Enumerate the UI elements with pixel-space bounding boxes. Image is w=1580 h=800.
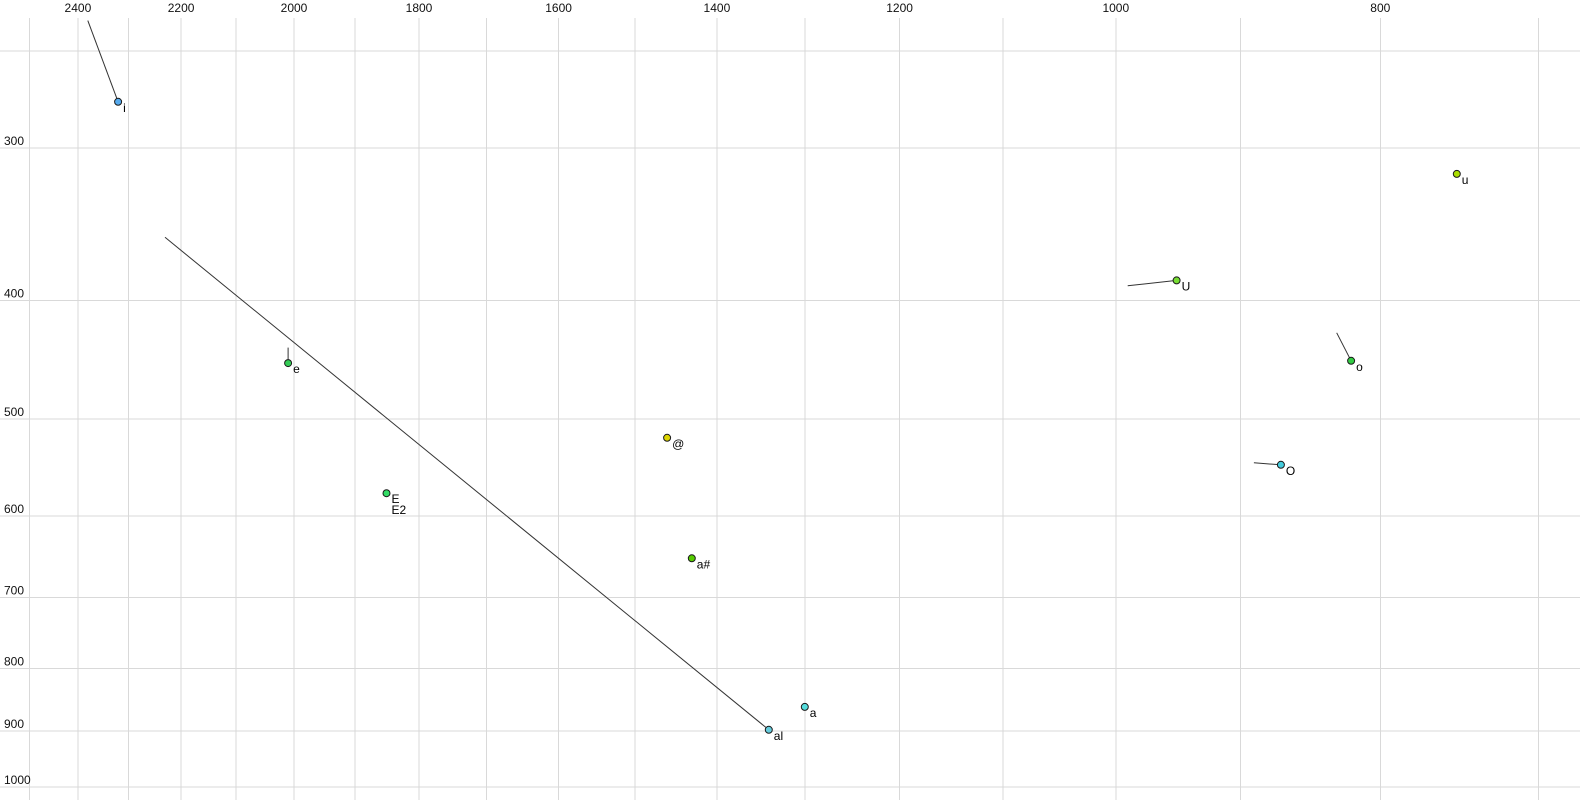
vowel-point-O[interactable]: [1276, 460, 1285, 469]
vowel-point-label: E: [392, 492, 400, 506]
formant-trajectory-line: [1336, 332, 1352, 362]
formant-trajectory-line: [1253, 462, 1281, 466]
y-axis-tick-label: 400: [4, 287, 24, 301]
vowel-point-e[interactable]: [284, 359, 293, 368]
x-axis-tick-label: 1800: [406, 1, 433, 15]
vowel-point-label: i: [123, 101, 126, 115]
vowel-point-label: a: [810, 706, 817, 720]
x-axis-tick-label: 1000: [1102, 1, 1129, 15]
y-axis-tick-label: 600: [4, 502, 24, 516]
y-axis-tick-label: 300: [4, 134, 24, 148]
formant-trajectory-line: [87, 20, 119, 102]
y-axis-tick-label: 500: [4, 405, 24, 419]
vowel-point-i[interactable]: [114, 97, 123, 106]
vowel-point-label: O: [1286, 464, 1295, 478]
formant-trajectory-line: [164, 236, 770, 731]
vowel-point-a#[interactable]: [687, 554, 696, 563]
vowel-point-label: a#: [697, 557, 711, 571]
y-axis-tick-label: 900: [4, 717, 24, 731]
formant-trajectory-line: [1127, 279, 1177, 287]
y-axis-tick-label: 1000: [4, 773, 31, 787]
vowel-point-label: e: [293, 362, 300, 376]
x-axis-tick-label: 1400: [704, 1, 731, 15]
vowel-point-label: @: [672, 437, 684, 451]
vowel-point-U[interactable]: [1172, 276, 1181, 285]
y-axis-tick-label: 800: [4, 655, 24, 669]
y-axis-tick-label: 700: [4, 584, 24, 598]
vowel-point-@[interactable]: [663, 433, 672, 442]
x-axis-tick-label: 1600: [545, 1, 572, 15]
vowel-point-u[interactable]: [1452, 169, 1461, 178]
x-axis-tick-label: 2400: [65, 1, 92, 15]
vowel-point-label: al: [774, 729, 783, 743]
vowel-point-label: o: [1356, 360, 1363, 374]
vowel-point-E[interactable]: [382, 489, 391, 498]
x-axis-tick-label: 1200: [886, 1, 913, 15]
vowel-point-al[interactable]: [764, 725, 773, 734]
vowel-point-sublabel: E2: [392, 503, 407, 517]
x-axis-tick-label: 2000: [281, 1, 308, 15]
vowel-point-label: u: [1462, 173, 1469, 187]
vowel-point-label: U: [1182, 279, 1191, 293]
x-axis-tick-label: 800: [1370, 1, 1390, 15]
vowel-point-a[interactable]: [800, 702, 809, 711]
vowel-point-o[interactable]: [1347, 356, 1356, 365]
x-axis-tick-label: 2200: [168, 1, 195, 15]
